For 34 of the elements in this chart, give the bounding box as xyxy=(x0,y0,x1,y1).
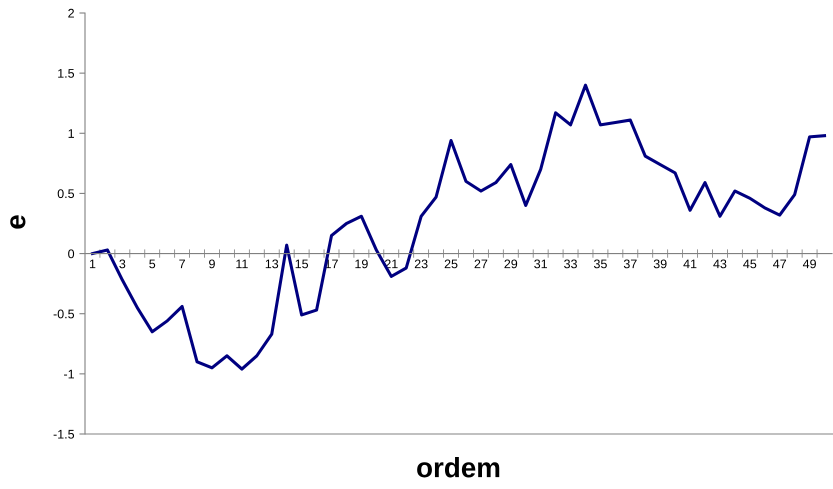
y-tick-label: 1.5 xyxy=(58,69,74,78)
x-tick-label: 3 xyxy=(119,259,126,268)
y-tick-label: 1 xyxy=(68,129,74,138)
x-tick-label: 37 xyxy=(624,259,637,268)
y-tick-label: -0.5 xyxy=(54,310,74,318)
x-tick-label: 33 xyxy=(564,259,577,268)
x-tick-label: 47 xyxy=(773,260,786,268)
x-tick-label: 39 xyxy=(654,259,667,268)
x-tick-label: 41 xyxy=(683,260,696,268)
y-axis-title: e xyxy=(10,215,26,229)
x-tick-label: 27 xyxy=(474,259,488,268)
y-tick-label: -1 xyxy=(64,370,74,378)
x-tick-label: 23 xyxy=(414,259,428,268)
y-tick-label: 2 xyxy=(68,8,74,18)
x-tick-label: 11 xyxy=(236,260,248,268)
x-tick-label: 15 xyxy=(296,260,308,268)
x-tick-label: 29 xyxy=(504,259,518,268)
x-tick-label: 13 xyxy=(266,259,278,268)
y-tick-label: 0 xyxy=(68,249,74,258)
x-tick-label: 1 xyxy=(90,260,96,268)
y-tick-label: -1.5 xyxy=(54,430,74,439)
x-tick-label: 5 xyxy=(149,260,156,268)
x-tick-label: 19 xyxy=(355,259,368,268)
x-tick-label: 49 xyxy=(802,259,816,268)
x-tick-label: 45 xyxy=(743,260,756,268)
x-tick-label: 31 xyxy=(534,259,548,268)
x-tick-label: 9 xyxy=(209,259,215,268)
line-series xyxy=(90,84,826,371)
x-tick-label: 35 xyxy=(594,259,607,268)
x-tick-label: 7 xyxy=(179,260,185,268)
x-tick-label: 43 xyxy=(713,259,726,268)
x-axis-title: ordem xyxy=(417,457,500,478)
y-tick-label: 0.5 xyxy=(58,189,74,198)
x-tick-label: 25 xyxy=(444,259,458,268)
